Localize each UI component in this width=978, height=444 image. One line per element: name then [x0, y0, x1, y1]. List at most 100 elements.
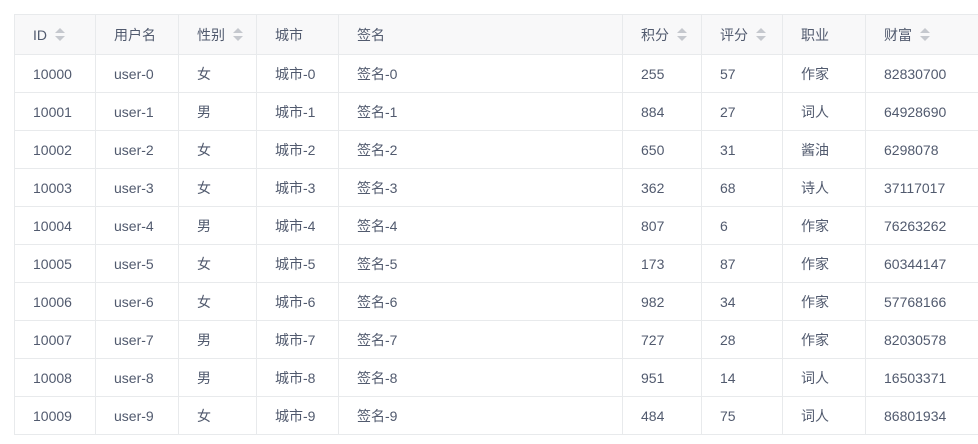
column-label: 财富 [884, 26, 912, 43]
column-header-signature: 签名 [338, 14, 623, 55]
cell-occupation: 词人 [782, 92, 866, 131]
cell-city: 城市-5 [256, 244, 339, 283]
cell-gender: 男 [178, 358, 257, 397]
cell-signature: 签名-8 [338, 358, 623, 397]
table-row: 10008 user-8 男 城市-8 签名-8 951 14 词人 16503… [14, 358, 978, 397]
column-header-username: 用户名 [95, 14, 179, 55]
cell-occupation: 诗人 [782, 168, 866, 207]
cell-id: 10004 [14, 206, 96, 245]
cell-rating: 75 [701, 396, 783, 435]
cell-rating: 34 [701, 282, 783, 321]
cell-id: 10008 [14, 358, 96, 397]
column-label: 城市 [275, 26, 303, 43]
cell-wealth: 82030578 [865, 320, 978, 359]
cell-points: 255 [622, 54, 702, 93]
cell-gender: 女 [178, 396, 257, 435]
table-row: 10005 user-5 女 城市-5 签名-5 173 87 作家 60344… [14, 244, 978, 283]
sort-caret-icon[interactable] [55, 26, 65, 43]
sort-caret-icon[interactable] [756, 26, 766, 43]
cell-occupation: 酱油 [782, 130, 866, 169]
cell-username: user-0 [95, 54, 179, 93]
cell-username: user-6 [95, 282, 179, 321]
cell-username: user-1 [95, 92, 179, 131]
cell-city: 城市-2 [256, 130, 339, 169]
column-label: 性别 [197, 26, 225, 43]
cell-rating: 68 [701, 168, 783, 207]
cell-id: 10009 [14, 396, 96, 435]
column-label: 评分 [720, 26, 748, 43]
sort-caret-icon[interactable] [920, 26, 930, 43]
column-header-points[interactable]: 积分 [622, 14, 702, 55]
cell-wealth: 60344147 [865, 244, 978, 283]
column-label: 签名 [357, 26, 385, 43]
cell-occupation: 作家 [782, 206, 866, 245]
cell-points: 884 [622, 92, 702, 131]
table-row: 10002 user-2 女 城市-2 签名-2 650 31 酱油 62980… [14, 130, 978, 169]
column-label: ID [33, 26, 47, 43]
cell-occupation: 作家 [782, 54, 866, 93]
cell-id: 10006 [14, 282, 96, 321]
table-row: 10009 user-9 女 城市-9 签名-9 484 75 词人 86801… [14, 396, 978, 435]
cell-points: 727 [622, 320, 702, 359]
cell-city: 城市-1 [256, 92, 339, 131]
cell-wealth: 57768166 [865, 282, 978, 321]
table-row: 10001 user-1 男 城市-1 签名-1 884 27 词人 64928… [14, 92, 978, 131]
cell-username: user-3 [95, 168, 179, 207]
column-label: 职业 [801, 26, 829, 43]
cell-city: 城市-0 [256, 54, 339, 93]
cell-rating: 14 [701, 358, 783, 397]
table-row: 10006 user-6 女 城市-6 签名-6 982 34 作家 57768… [14, 282, 978, 321]
column-header-id[interactable]: ID [14, 14, 96, 55]
data-table: ID 用户名 性别 城市 [14, 14, 978, 435]
cell-id: 10003 [14, 168, 96, 207]
sort-caret-icon[interactable] [233, 26, 243, 43]
cell-points: 362 [622, 168, 702, 207]
cell-occupation: 作家 [782, 244, 866, 283]
column-header-wealth[interactable]: 财富 [865, 14, 978, 55]
sort-caret-icon[interactable] [677, 26, 687, 43]
table-container: ID 用户名 性别 城市 [14, 14, 978, 435]
cell-gender: 女 [178, 168, 257, 207]
cell-username: user-2 [95, 130, 179, 169]
column-header-city: 城市 [256, 14, 339, 55]
cell-city: 城市-8 [256, 358, 339, 397]
cell-rating: 28 [701, 320, 783, 359]
cell-wealth: 82830700 [865, 54, 978, 93]
cell-signature: 签名-0 [338, 54, 623, 93]
cell-signature: 签名-4 [338, 206, 623, 245]
cell-signature: 签名-9 [338, 396, 623, 435]
table-row: 10007 user-7 男 城市-7 签名-7 727 28 作家 82030… [14, 320, 978, 359]
cell-rating: 27 [701, 92, 783, 131]
column-header-rating[interactable]: 评分 [701, 14, 783, 55]
cell-gender: 女 [178, 130, 257, 169]
cell-points: 807 [622, 206, 702, 245]
cell-occupation: 词人 [782, 396, 866, 435]
cell-gender: 男 [178, 92, 257, 131]
cell-wealth: 16503371 [865, 358, 978, 397]
column-label: 积分 [641, 26, 669, 43]
cell-points: 650 [622, 130, 702, 169]
column-header-gender[interactable]: 性别 [178, 14, 257, 55]
cell-signature: 签名-3 [338, 168, 623, 207]
cell-username: user-8 [95, 358, 179, 397]
cell-city: 城市-7 [256, 320, 339, 359]
column-header-occupation: 职业 [782, 14, 866, 55]
cell-rating: 6 [701, 206, 783, 245]
cell-city: 城市-3 [256, 168, 339, 207]
cell-occupation: 作家 [782, 282, 866, 321]
cell-signature: 签名-5 [338, 244, 623, 283]
cell-rating: 57 [701, 54, 783, 93]
cell-username: user-9 [95, 396, 179, 435]
cell-occupation: 作家 [782, 320, 866, 359]
cell-gender: 男 [178, 206, 257, 245]
cell-wealth: 64928690 [865, 92, 978, 131]
cell-id: 10002 [14, 130, 96, 169]
cell-city: 城市-6 [256, 282, 339, 321]
column-label: 用户名 [114, 26, 156, 43]
cell-id: 10001 [14, 92, 96, 131]
cell-gender: 女 [178, 282, 257, 321]
cell-points: 173 [622, 244, 702, 283]
cell-gender: 男 [178, 320, 257, 359]
cell-wealth: 76263262 [865, 206, 978, 245]
